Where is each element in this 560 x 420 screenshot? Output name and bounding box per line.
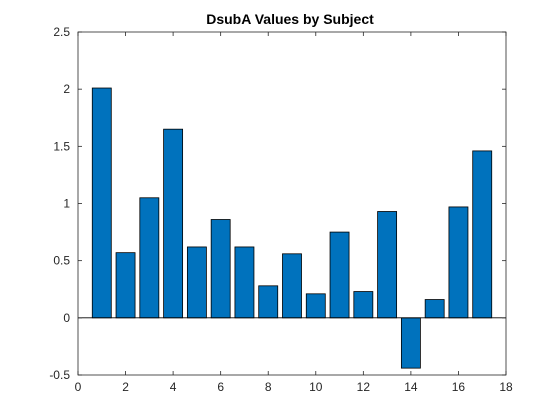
x-tick-label: 10 — [309, 380, 323, 394]
y-tick-label: 0 — [63, 311, 70, 325]
x-tick-label: 14 — [404, 380, 418, 394]
bar-subject-4 — [163, 128, 184, 319]
bar-subject-1 — [91, 87, 112, 319]
x-tick-label: 2 — [122, 380, 129, 394]
bar-subject-16 — [448, 206, 469, 319]
x-tick-label: 18 — [499, 380, 513, 394]
y-tick-label: 1.5 — [53, 139, 70, 153]
x-tick-label: 8 — [265, 380, 272, 394]
bar-subject-13 — [377, 211, 398, 319]
bar-subject-2 — [115, 252, 136, 319]
x-tick-label: 0 — [75, 380, 82, 394]
bar-subject-3 — [139, 197, 160, 319]
bar-subject-15 — [424, 299, 445, 319]
x-tick-label: 12 — [357, 380, 371, 394]
bar-subject-12 — [353, 291, 374, 319]
y-tick-label: -0.5 — [49, 368, 70, 382]
bar-subject-8 — [258, 285, 279, 319]
y-tick-label: 0.5 — [53, 254, 70, 268]
y-tick-label: 2.5 — [53, 25, 70, 39]
x-tick-label: 6 — [217, 380, 224, 394]
y-tick-label: 1 — [63, 197, 70, 211]
x-tick-label: 4 — [170, 380, 177, 394]
bar-subject-10 — [305, 293, 326, 319]
y-tick-label: 2 — [63, 82, 70, 96]
bar-subject-6 — [210, 219, 231, 319]
chart-title: DsubA Values by Subject — [206, 11, 374, 27]
bar-subject-9 — [282, 253, 302, 319]
bars-layer — [91, 87, 493, 369]
bar-subject-11 — [329, 231, 350, 319]
bar-subject-14 — [400, 317, 421, 369]
bar-subject-7 — [234, 246, 255, 319]
bar-subject-17 — [472, 150, 493, 319]
bar-subject-5 — [186, 246, 207, 319]
x-tick-label: 16 — [452, 380, 466, 394]
ticks-layer: 0 2 4 6 8 10 12 14 16 18 -0.5 0 0.5 1 1.5 2 2.5 — [49, 25, 513, 394]
